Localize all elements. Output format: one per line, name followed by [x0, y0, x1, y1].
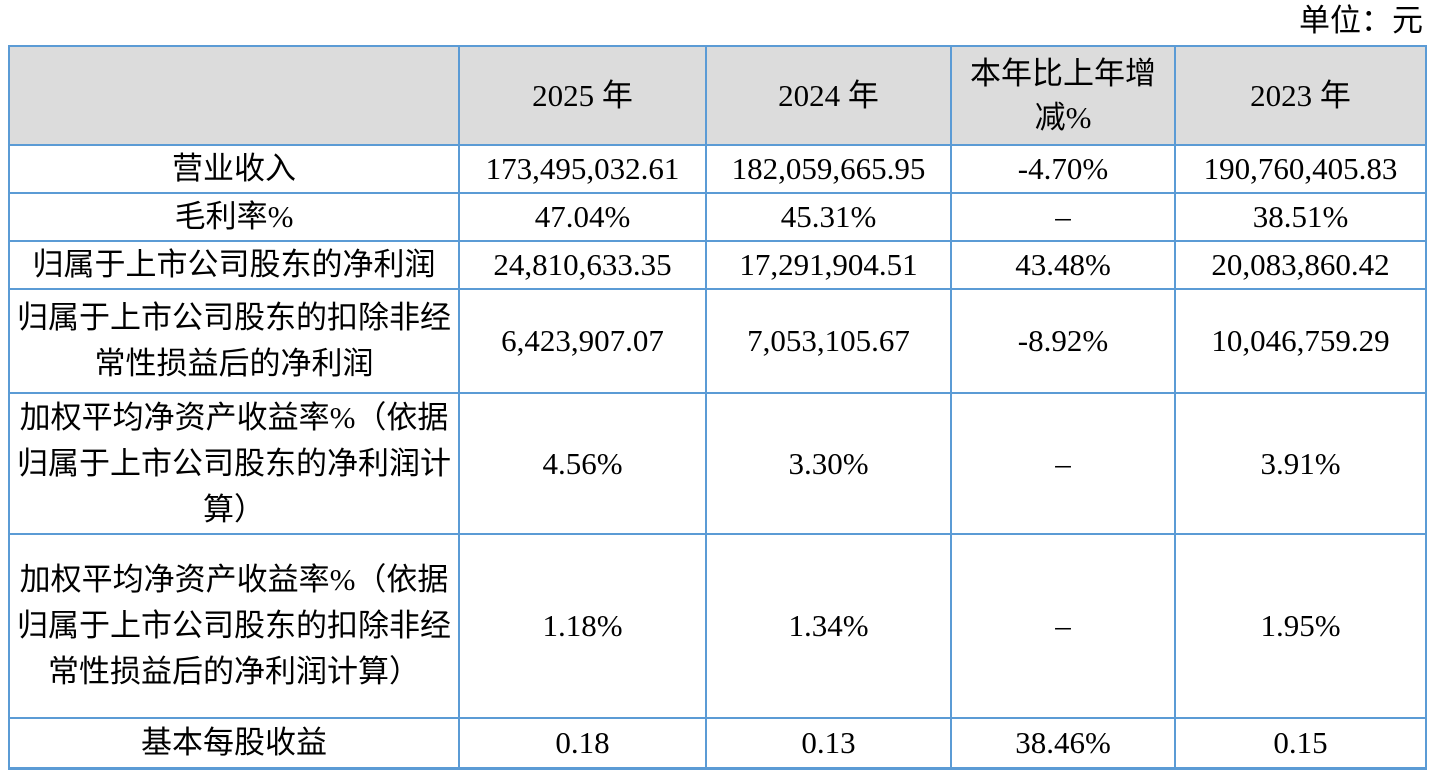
cell-2024: 182,059,665.95: [705, 144, 952, 194]
table-row-revenue: 营业收入 173,495,032.61 182,059,665.95 -4.70…: [8, 144, 1427, 194]
cell-2024: 17,291,904.51: [705, 240, 952, 290]
table-row-weighted-avg-roe-excl-nonrecurring: 加权平均净资产收益率%（依据归属于上市公司股东的扣除非经常性损益后的净利润计算）…: [8, 533, 1427, 719]
cell-yoy: –: [950, 392, 1176, 535]
cell-yoy: 38.46%: [950, 717, 1176, 769]
header-2025: 2025 年: [458, 45, 707, 146]
table-row-net-profit-excl-nonrecurring: 归属于上市公司股东的扣除非经常性损益后的净利润 6,423,907.07 7,0…: [8, 288, 1427, 394]
header-2024: 2024 年: [705, 45, 952, 146]
cell-yoy: -8.92%: [950, 288, 1176, 394]
row-label: 加权平均净资产收益率%（依据归属于上市公司股东的扣除非经常性损益后的净利润计算）: [8, 533, 460, 719]
cell-2023: 10,046,759.29: [1174, 288, 1427, 394]
table-row-basic-eps: 基本每股收益 0.18 0.13 38.46% 0.15: [8, 717, 1427, 769]
cell-yoy: -4.70%: [950, 144, 1176, 194]
header-2023: 2023 年: [1174, 45, 1427, 146]
cell-2025: 4.56%: [458, 392, 707, 535]
cell-2023: 3.91%: [1174, 392, 1427, 535]
row-label: 加权平均净资产收益率%（依据归属于上市公司股东的净利润计算）: [8, 392, 460, 535]
table-header-row: 2025 年 2024 年 本年比上年增减% 2023 年: [8, 45, 1427, 146]
cell-2023: 38.51%: [1174, 192, 1427, 242]
table-row-gross-margin: 毛利率% 47.04% 45.31% – 38.51%: [8, 192, 1427, 242]
unit-label: 单位：元: [1299, 3, 1423, 38]
cell-2023: 190,760,405.83: [1174, 144, 1427, 194]
header-yoy-change: 本年比上年增减%: [950, 45, 1176, 146]
cell-2024: 3.30%: [705, 392, 952, 535]
cell-2025: 47.04%: [458, 192, 707, 242]
cell-2024: 0.13: [705, 717, 952, 769]
cell-2024: 45.31%: [705, 192, 952, 242]
cell-2023: 1.95%: [1174, 533, 1427, 719]
table-row-weighted-avg-roe: 加权平均净资产收益率%（依据归属于上市公司股东的净利润计算） 4.56% 3.3…: [8, 392, 1427, 535]
cell-2025: 0.18: [458, 717, 707, 769]
cell-2025: 6,423,907.07: [458, 288, 707, 394]
financial-summary-table: 2025 年 2024 年 本年比上年增减% 2023 年 营业收入 173,4…: [8, 45, 1427, 770]
cell-yoy: –: [950, 192, 1176, 242]
row-label: 毛利率%: [8, 192, 460, 242]
header-blank-cell: [8, 45, 460, 146]
row-label: 归属于上市公司股东的扣除非经常性损益后的净利润: [8, 288, 460, 394]
cell-2025: 1.18%: [458, 533, 707, 719]
cell-yoy: 43.48%: [950, 240, 1176, 290]
row-label: 归属于上市公司股东的净利润: [8, 240, 460, 290]
table-row-net-profit: 归属于上市公司股东的净利润 24,810,633.35 17,291,904.5…: [8, 240, 1427, 290]
cell-2023: 0.15: [1174, 717, 1427, 769]
cell-yoy: –: [950, 533, 1176, 719]
cell-2025: 24,810,633.35: [458, 240, 707, 290]
row-label: 营业收入: [8, 144, 460, 194]
row-label: 基本每股收益: [8, 717, 460, 769]
cell-2024: 1.34%: [705, 533, 952, 719]
cell-2024: 7,053,105.67: [705, 288, 952, 394]
cell-2023: 20,083,860.42: [1174, 240, 1427, 290]
cell-2025: 173,495,032.61: [458, 144, 707, 194]
